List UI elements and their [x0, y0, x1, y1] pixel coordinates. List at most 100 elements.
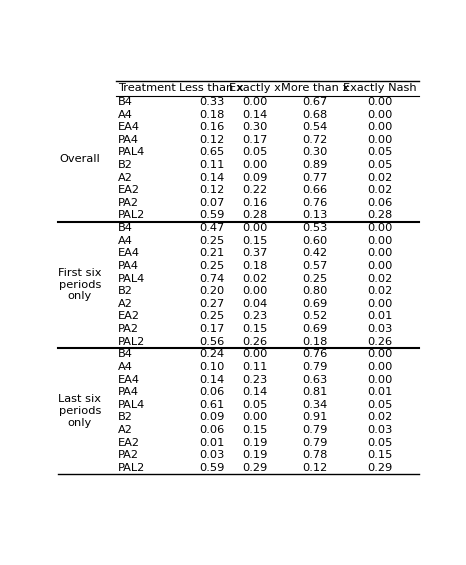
- Text: A2: A2: [118, 425, 133, 435]
- Text: 0.06: 0.06: [367, 198, 392, 208]
- Text: 0.28: 0.28: [242, 211, 267, 220]
- Text: 0.81: 0.81: [302, 387, 327, 397]
- Text: 0.00: 0.00: [367, 236, 392, 246]
- Text: EA4: EA4: [118, 122, 140, 132]
- Text: More than x: More than x: [281, 83, 349, 93]
- Text: EA2: EA2: [118, 311, 140, 321]
- Text: EA2: EA2: [118, 185, 140, 195]
- Text: 0.63: 0.63: [302, 375, 327, 385]
- Text: 0.21: 0.21: [199, 249, 224, 258]
- Text: 0.52: 0.52: [302, 311, 327, 321]
- Text: 0.79: 0.79: [302, 438, 327, 447]
- Text: 0.18: 0.18: [302, 337, 327, 347]
- Text: A2: A2: [118, 299, 133, 309]
- Text: 0.25: 0.25: [199, 236, 224, 246]
- Text: A4: A4: [118, 362, 133, 372]
- Text: 0.68: 0.68: [302, 110, 327, 120]
- Text: 0.53: 0.53: [302, 223, 327, 233]
- Text: 0.06: 0.06: [199, 387, 224, 397]
- Text: EA2: EA2: [118, 438, 140, 447]
- Text: PAL4: PAL4: [118, 147, 145, 158]
- Text: PAL2: PAL2: [118, 211, 145, 220]
- Text: 0.00: 0.00: [367, 249, 392, 258]
- Text: 0.17: 0.17: [199, 324, 225, 334]
- Text: 0.23: 0.23: [242, 375, 267, 385]
- Text: 0.03: 0.03: [367, 425, 392, 435]
- Text: 0.18: 0.18: [242, 261, 268, 271]
- Text: 0.37: 0.37: [242, 249, 268, 258]
- Text: 0.02: 0.02: [367, 185, 392, 195]
- Text: EA4: EA4: [118, 249, 140, 258]
- Text: 0.25: 0.25: [199, 261, 224, 271]
- Text: 0.79: 0.79: [302, 362, 327, 372]
- Text: A2: A2: [118, 173, 133, 182]
- Text: 0.00: 0.00: [242, 412, 268, 423]
- Text: 0.69: 0.69: [302, 324, 327, 334]
- Text: 0.01: 0.01: [367, 311, 392, 321]
- Text: 0.12: 0.12: [302, 463, 327, 473]
- Text: Treatment: Treatment: [118, 83, 176, 93]
- Text: Exactly Nash: Exactly Nash: [343, 83, 417, 93]
- Text: PAL2: PAL2: [118, 463, 145, 473]
- Text: 0.00: 0.00: [242, 223, 268, 233]
- Text: B4: B4: [118, 97, 133, 107]
- Text: 0.59: 0.59: [199, 463, 225, 473]
- Text: 0.22: 0.22: [242, 185, 267, 195]
- Text: 0.03: 0.03: [367, 324, 392, 334]
- Text: 0.26: 0.26: [367, 337, 392, 347]
- Text: EA4: EA4: [118, 375, 140, 385]
- Text: PAL2: PAL2: [118, 337, 145, 347]
- Text: 0.01: 0.01: [199, 438, 225, 447]
- Text: 0.42: 0.42: [302, 249, 327, 258]
- Text: 0.79: 0.79: [302, 425, 327, 435]
- Text: 0.00: 0.00: [242, 349, 268, 359]
- Text: PAL4: PAL4: [118, 273, 145, 284]
- Text: 0.00: 0.00: [242, 286, 268, 296]
- Text: Exactly x: Exactly x: [229, 83, 281, 93]
- Text: 0.89: 0.89: [302, 160, 327, 170]
- Text: 0.11: 0.11: [242, 362, 268, 372]
- Text: 0.11: 0.11: [199, 160, 225, 170]
- Text: 0.02: 0.02: [242, 273, 267, 284]
- Text: 0.26: 0.26: [242, 337, 267, 347]
- Text: 0.17: 0.17: [242, 135, 268, 145]
- Text: 0.78: 0.78: [302, 450, 327, 460]
- Text: 0.18: 0.18: [199, 110, 225, 120]
- Text: First six
periods
only: First six periods only: [58, 268, 102, 302]
- Text: 0.00: 0.00: [367, 349, 392, 359]
- Text: A4: A4: [118, 236, 133, 246]
- Text: 0.05: 0.05: [367, 147, 392, 158]
- Text: 0.14: 0.14: [242, 110, 267, 120]
- Text: 0.59: 0.59: [199, 211, 225, 220]
- Text: 0.05: 0.05: [242, 400, 268, 410]
- Text: PA4: PA4: [118, 135, 139, 145]
- Text: 0.02: 0.02: [367, 286, 392, 296]
- Text: 0.14: 0.14: [199, 173, 224, 182]
- Text: 0.01: 0.01: [367, 387, 392, 397]
- Text: 0.00: 0.00: [367, 375, 392, 385]
- Text: 0.23: 0.23: [242, 311, 267, 321]
- Text: 0.56: 0.56: [199, 337, 224, 347]
- Text: 0.65: 0.65: [199, 147, 224, 158]
- Text: 0.76: 0.76: [302, 198, 327, 208]
- Text: 0.00: 0.00: [242, 160, 268, 170]
- Text: 0.54: 0.54: [302, 122, 327, 132]
- Text: 0.14: 0.14: [242, 387, 267, 397]
- Text: 0.69: 0.69: [302, 299, 327, 309]
- Text: Overall: Overall: [60, 154, 100, 164]
- Text: 0.05: 0.05: [367, 160, 392, 170]
- Text: 0.05: 0.05: [367, 438, 392, 447]
- Text: A4: A4: [118, 110, 133, 120]
- Text: 0.80: 0.80: [302, 286, 327, 296]
- Text: PA4: PA4: [118, 387, 139, 397]
- Text: B2: B2: [118, 286, 133, 296]
- Text: 0.29: 0.29: [367, 463, 392, 473]
- Text: 0.00: 0.00: [367, 223, 392, 233]
- Text: 0.12: 0.12: [199, 185, 224, 195]
- Text: 0.47: 0.47: [199, 223, 224, 233]
- Text: 0.00: 0.00: [367, 299, 392, 309]
- Text: 0.00: 0.00: [367, 135, 392, 145]
- Text: Last six
periods
only: Last six periods only: [58, 394, 102, 428]
- Text: 0.00: 0.00: [367, 97, 392, 107]
- Text: Less than x: Less than x: [179, 83, 244, 93]
